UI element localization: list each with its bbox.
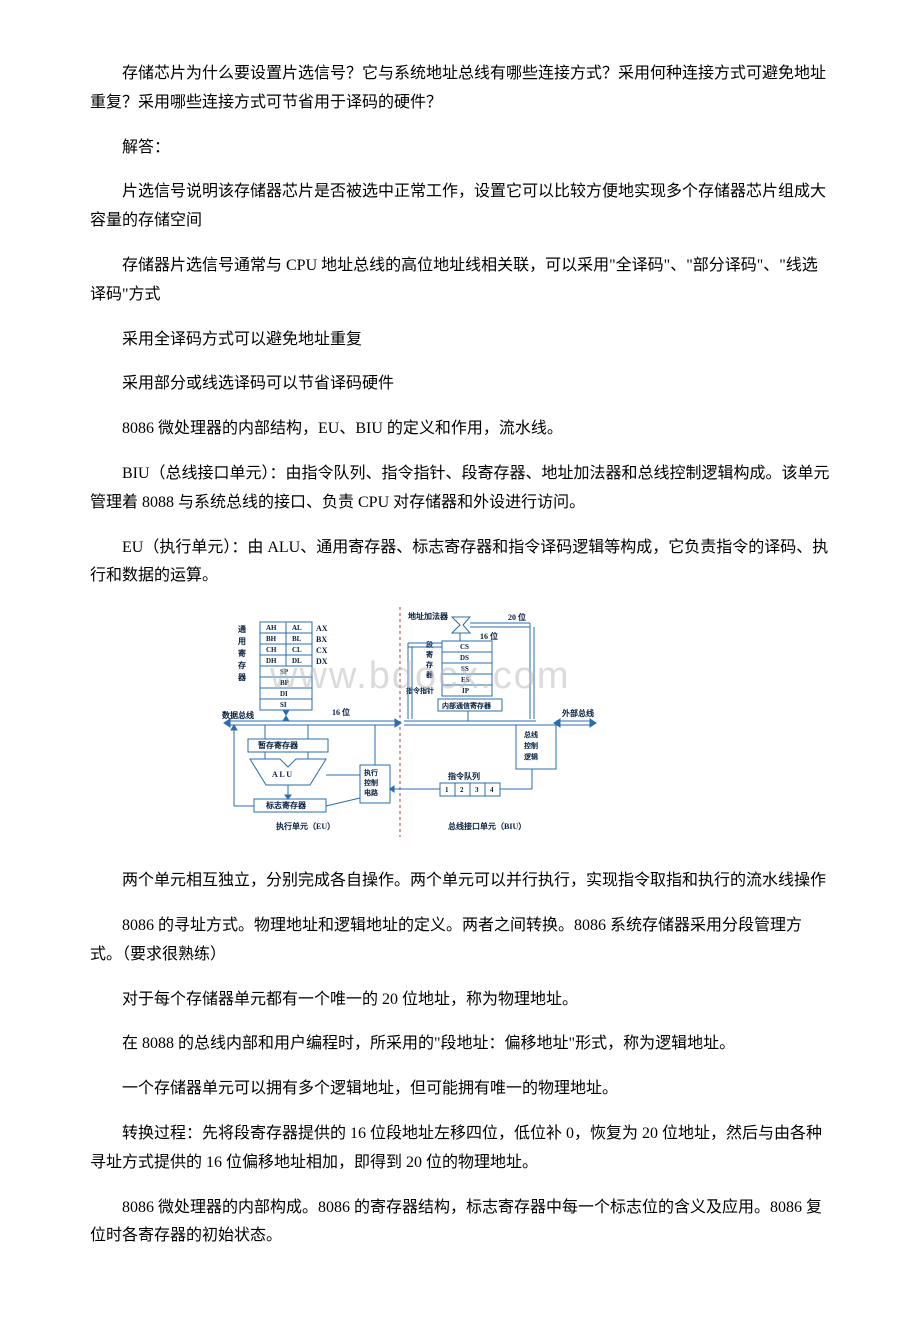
bits16-label: 16 位: [332, 707, 350, 717]
logical-addr-def: 在 8088 的总线内部和用户编程时，所采用的"段地址：偏移地址"形式，称为逻辑…: [90, 1030, 830, 1059]
biu-title: 总线接口单元（BIU）: [448, 821, 526, 831]
svg-text:通: 通: [238, 624, 246, 634]
svg-text:寄: 寄: [426, 650, 433, 659]
svg-text:指令队列: 指令队列: [448, 771, 480, 781]
instruction-queue: 指令队列 1 2 3 4: [390, 769, 532, 796]
svg-text:1: 1: [445, 786, 449, 794]
svg-text:DI: DI: [280, 690, 288, 698]
svg-text:控制: 控制: [524, 741, 538, 750]
svg-text:DX: DX: [316, 657, 328, 666]
svg-text:CH: CH: [266, 646, 277, 654]
svg-text:IP: IP: [462, 687, 470, 695]
svg-text:用: 用: [237, 637, 246, 646]
conversion-process: 转换过程：先将段寄存器提供的 16 位段地址左移四位，低位补 0，恢复为 20 …: [90, 1120, 830, 1178]
svg-text:外部总线: 外部总线: [562, 708, 594, 718]
svg-text:执行: 执行: [364, 768, 378, 777]
loopback: [231, 725, 254, 806]
svg-text:AL: AL: [292, 624, 302, 632]
svg-text:DL: DL: [292, 657, 302, 665]
svg-text:指令指针: 指令指针: [406, 686, 434, 695]
svg-text:CS: CS: [460, 643, 469, 651]
svg-text:AH: AH: [266, 624, 277, 632]
pipeline-para: 两个单元相互独立，分别完成各自操作。两个单元可以并行执行，实现指令取指和执行的流…: [90, 867, 830, 896]
svg-text:地址加法器: 地址加法器: [408, 611, 449, 621]
svg-text:段: 段: [426, 640, 433, 649]
topic-8086-structure: 8086 微处理器的内部结构，EU、BIU 的定义和作用，流水线。: [90, 415, 830, 444]
addr-mapping: 一个存储器单元可以拥有多个逻辑地址，但可能拥有唯一的物理地址。: [90, 1075, 830, 1104]
diagram-svg: AH AL AX BH BL BX CH CL CX DH DL DX SP B…: [190, 607, 610, 847]
alu: A L U: [250, 752, 326, 785]
data-bus: 数据总线: [222, 710, 401, 727]
svg-text:电路: 电路: [364, 788, 379, 797]
svg-text:BX: BX: [316, 635, 327, 644]
svg-text:SS: SS: [461, 665, 469, 673]
svg-text:DH: DH: [266, 657, 277, 665]
eu-def: EU（执行单元）：由 ALU、通用寄存器、标志寄存器和指令译码逻辑等构成，它负责…: [90, 534, 830, 592]
svg-text:CX: CX: [316, 646, 328, 655]
svg-text:标志寄存器: 标志寄存器: [265, 800, 307, 810]
svg-text:数据总线: 数据总线: [222, 710, 254, 720]
exec-control: 执行 控制 电路: [326, 725, 390, 806]
answer-p2: 存储器片选信号通常与 CPU 地址总线的高位地址线相关联，可以采用"全译码"、"…: [90, 252, 830, 310]
svg-text:4: 4: [490, 786, 494, 794]
temp-register: 暂存寄存器: [248, 725, 328, 752]
svg-text:ES: ES: [461, 676, 470, 684]
svg-text:寄: 寄: [238, 648, 246, 658]
svg-text:控制: 控制: [364, 778, 378, 787]
svg-text:20 位: 20 位: [508, 612, 526, 622]
cpu-block-diagram: www.bdocx.com AH AL AX BH BL BX CH CL CX…: [190, 607, 610, 847]
general-registers: AH AL AX BH BL BX CH CL CX DH DL DX SP B…: [237, 622, 328, 710]
answer-p1: 片选信号说明该存储器芯片是否被选中正常工作，设置它可以比较方便地实现多个存储器芯…: [90, 178, 830, 236]
svg-text:16 位: 16 位: [480, 631, 498, 641]
svg-text:总线: 总线: [524, 730, 538, 739]
svg-text:器: 器: [425, 670, 434, 679]
svg-text:BP: BP: [280, 679, 290, 687]
svg-text:暂存寄存器: 暂存寄存器: [258, 740, 299, 750]
flag-register: 标志寄存器: [254, 785, 326, 812]
svg-text:存: 存: [426, 660, 433, 669]
bus-control: 总线 控制 逻辑 外部总线: [516, 708, 596, 769]
svg-text:A L U: A L U: [272, 770, 292, 779]
svg-text:3: 3: [475, 786, 479, 794]
answer-label: 解答：: [90, 134, 830, 163]
svg-text:BL: BL: [292, 635, 302, 643]
phys-addr-def: 对于每个存储器单元都有一个唯一的 20 位地址，称为物理地址。: [90, 986, 830, 1015]
comm-register: 内部通信寄存器: [438, 699, 502, 711]
svg-text:SI: SI: [280, 701, 287, 709]
svg-text:存: 存: [237, 660, 246, 670]
svg-text:SP: SP: [280, 668, 289, 676]
svg-text:器: 器: [237, 673, 247, 682]
svg-text:BH: BH: [266, 635, 277, 643]
register-structure-topic: 8086 微处理器的内部构成。8086 的寄存器结构，标志寄存器中每一个标志位的…: [90, 1194, 830, 1252]
question-para: 存储芯片为什么要设置片选信号？它与系统地址总线有哪些连接方式？采用何种连接方式可…: [90, 60, 830, 118]
svg-text:逻辑: 逻辑: [524, 752, 538, 761]
svg-text:CL: CL: [292, 646, 302, 654]
answer-p3: 采用全译码方式可以避免地址重复: [90, 326, 830, 355]
biu-def: BIU（总线接口单元）：由指令队列、指令指针、段寄存器、地址加法器和总线控制逻辑…: [90, 460, 830, 518]
svg-text:AX: AX: [316, 624, 328, 633]
svg-text:内部通信寄存器: 内部通信寄存器: [442, 701, 492, 710]
answer-p4: 采用部分或线选译码可以节省译码硬件: [90, 370, 830, 399]
eu-title: 执行单元（EU）: [276, 821, 335, 831]
addressing-topic: 8086 的寻址方式。物理地址和逻辑地址的定义。两者之间转换。8086 系统存储…: [90, 912, 830, 970]
svg-text:2: 2: [460, 786, 464, 794]
biu-internal-bus: [404, 711, 536, 725]
svg-text:DS: DS: [460, 654, 469, 662]
